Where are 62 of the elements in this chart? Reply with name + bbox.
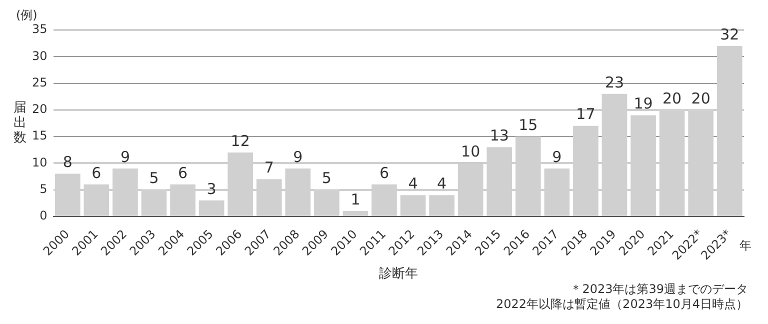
bar bbox=[630, 115, 656, 216]
bar bbox=[314, 190, 340, 216]
bar bbox=[429, 195, 454, 216]
data-label: 1 bbox=[350, 190, 360, 208]
bar bbox=[112, 168, 138, 216]
bar bbox=[602, 94, 628, 216]
data-label: 32 bbox=[720, 25, 740, 44]
data-label: 13 bbox=[490, 126, 509, 145]
bar bbox=[285, 168, 311, 216]
bar bbox=[515, 136, 541, 216]
data-label: 9 bbox=[120, 148, 130, 166]
data-label: 7 bbox=[264, 158, 274, 176]
y-tick-label: 15 bbox=[32, 128, 48, 143]
bar bbox=[54, 174, 80, 216]
data-label: 17 bbox=[576, 105, 596, 124]
bar bbox=[716, 46, 742, 216]
data-label: 15 bbox=[518, 116, 538, 134]
data-label: 19 bbox=[634, 94, 653, 113]
bar bbox=[544, 168, 570, 216]
y-tick-label: 10 bbox=[32, 155, 48, 170]
text: 年 bbox=[740, 238, 752, 253]
data-label: 9 bbox=[293, 148, 303, 166]
data-label: 6 bbox=[92, 164, 102, 182]
y-tick-label: 5 bbox=[40, 182, 48, 196]
y-tick-label: 0 bbox=[40, 208, 48, 223]
data-label: 4 bbox=[437, 174, 447, 192]
bar bbox=[170, 184, 196, 216]
bar bbox=[458, 163, 484, 216]
bar bbox=[486, 147, 512, 216]
bar bbox=[84, 184, 110, 216]
data-label: 6 bbox=[379, 164, 390, 182]
data-label: 10 bbox=[461, 142, 480, 161]
x-axis-title: 診断年 bbox=[379, 266, 418, 282]
bar bbox=[228, 152, 254, 216]
data-label: 20 bbox=[691, 89, 710, 108]
text: ＊2023年は第39週までのデータ bbox=[570, 282, 748, 296]
text: (例) bbox=[16, 8, 38, 22]
data-label: 5 bbox=[149, 169, 159, 188]
bar bbox=[372, 184, 397, 216]
bar bbox=[659, 110, 685, 216]
data-label: 5 bbox=[322, 169, 332, 188]
data-label: 4 bbox=[408, 174, 418, 192]
bar bbox=[141, 190, 167, 216]
data-label: 20 bbox=[662, 89, 682, 108]
bar bbox=[573, 126, 598, 216]
data-label: 6 bbox=[178, 164, 188, 182]
y-tick-label: 30 bbox=[32, 48, 48, 63]
y-tick-label: 20 bbox=[32, 102, 48, 116]
bar bbox=[198, 200, 224, 216]
data-label: 12 bbox=[230, 132, 250, 150]
y-tick-label: 25 bbox=[32, 75, 48, 90]
bar bbox=[688, 110, 714, 216]
data-label: 8 bbox=[62, 153, 72, 172]
data-label: 3 bbox=[206, 180, 216, 198]
bar bbox=[400, 195, 426, 216]
y-axis-title: 届出数 bbox=[14, 100, 26, 146]
text: 2022年以降は暫定値（2023年10月4日時点） bbox=[496, 297, 748, 312]
y-tick-label: 35 bbox=[32, 22, 48, 36]
bar bbox=[342, 211, 368, 216]
bar bbox=[256, 179, 282, 216]
data-label: 23 bbox=[604, 73, 624, 92]
data-label: 9 bbox=[552, 148, 562, 166]
